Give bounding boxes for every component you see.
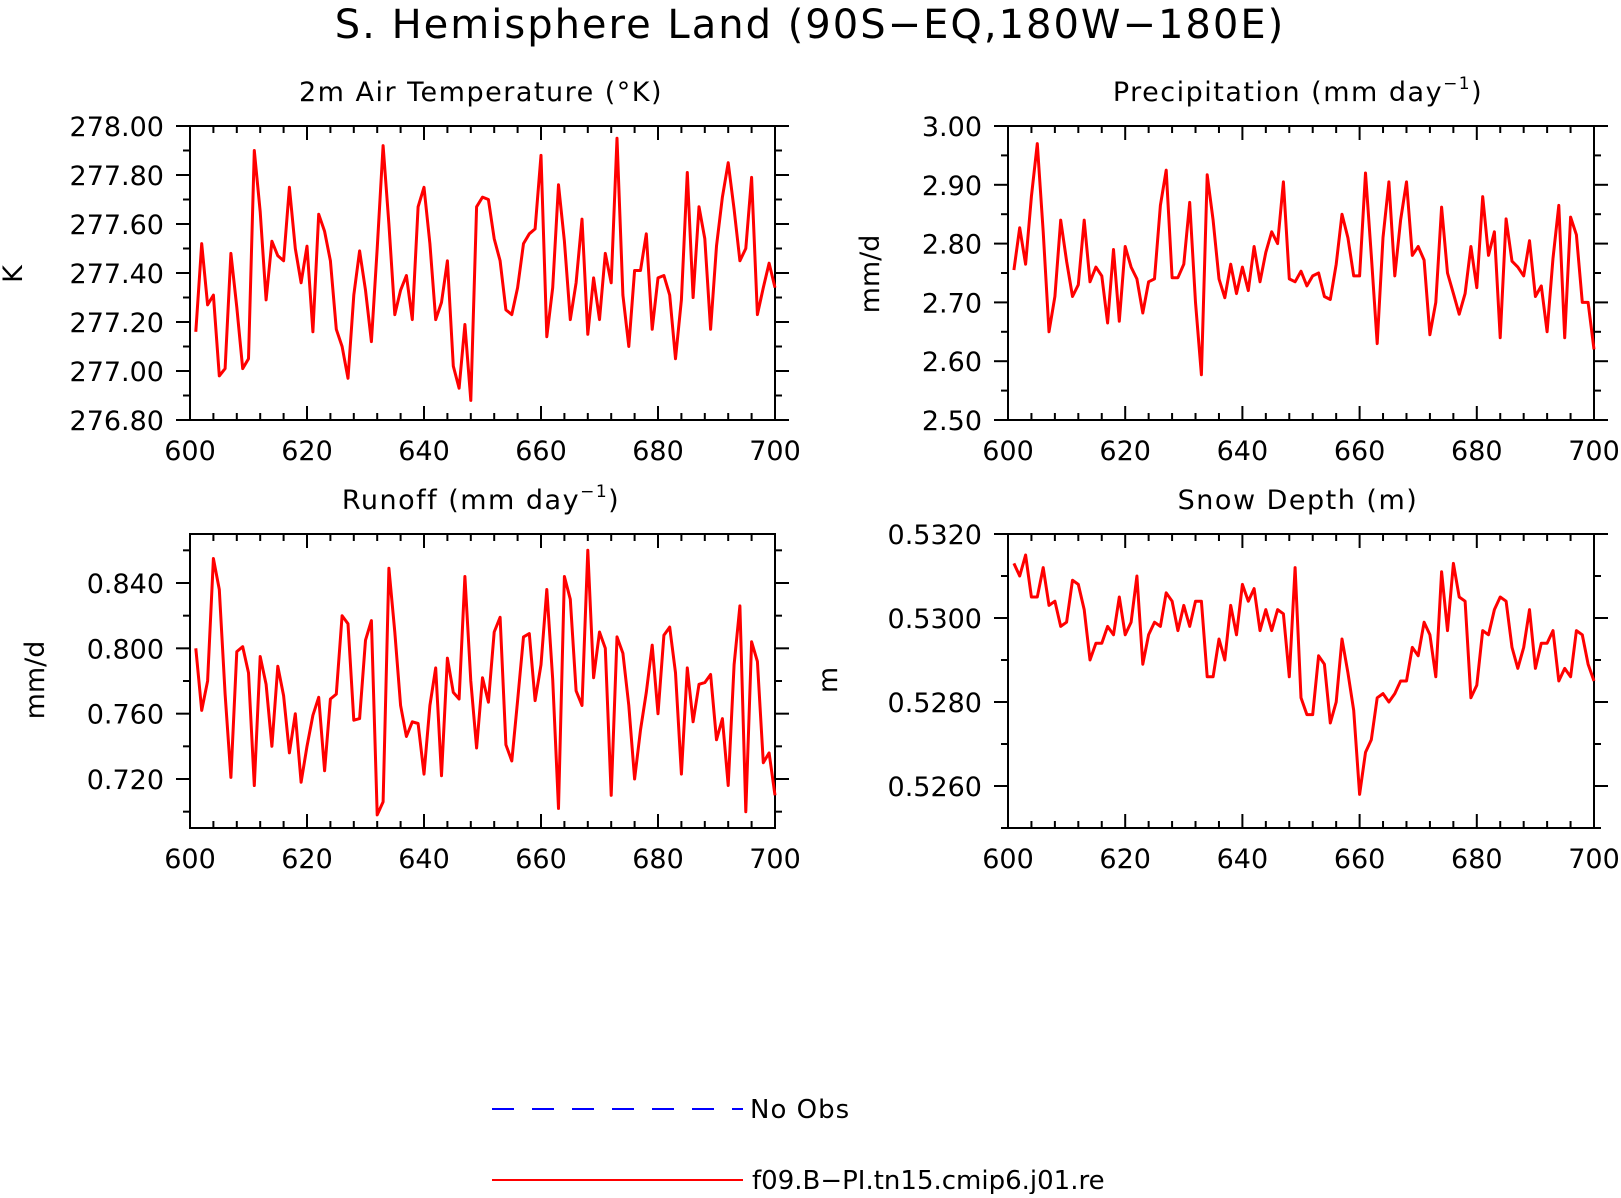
ylabel-snow-depth: m [813,667,844,693]
y-tick-label-snow-depth: 0.5320 [888,520,982,551]
y-tick-label-air-temperature: 278.00 [70,112,164,143]
ylabel-air-temperature: K [0,264,29,283]
series-line-precipitation [1012,142,1596,377]
y-tick-label-precipitation: 3.00 [922,112,982,143]
x-tick-label-runoff: 600 [164,844,216,875]
panel-air-temperature: 2m Air Temperature (°K) K 600 620 640 660 68… [0,77,801,467]
y-tick-label-runoff: 0.720 [87,765,164,796]
x-tick-label-precipitation: 700 [1568,436,1620,467]
x-tick-label-air-temperature: 700 [749,436,801,467]
x-tick-label-air-temperature: 660 [515,436,567,467]
legend: No Obs f09.B−PI.tn15.cmip6.j01.re [492,1095,1105,1196]
y-tick-label-air-temperature: 277.60 [70,210,164,241]
y-tick-label-air-temperature: 277.00 [70,357,164,388]
panel-title-runoff-main: Runoff (mm day [342,485,580,516]
x-tick-label-runoff: 700 [749,844,801,875]
x-tick-label-air-temperature: 600 [164,436,216,467]
x-tick-label-snow-depth: 680 [1451,844,1503,875]
x-tick-label-snow-depth: 640 [1217,844,1269,875]
y-tick-label-runoff: 0.760 [87,700,164,731]
ylabel-precipitation: mm/d [855,235,886,314]
panel-title-precipitation: Precipitation (mm day−1) [1113,74,1483,108]
panel-runoff: Runoff (mm day−1) mm/d 600 620 640 660 680 70… [20,482,801,875]
panel-title-precipitation-close: ) [1471,77,1483,108]
panel-title-runoff-exponent: −1 [580,482,608,502]
y-tick-label-air-temperature: 277.20 [70,308,164,339]
y-tick-label-air-temperature: 277.40 [70,259,164,290]
y-tick-label-snow-depth: 0.5260 [888,772,982,803]
legend-label-model: f09.B−PI.tn15.cmip6.j01.re [752,1166,1105,1194]
plot-frame-air-temperature [189,125,776,421]
x-tick-label-precipitation: 660 [1334,436,1386,467]
panel-title-runoff-close: ) [608,485,620,516]
x-tick-label-precipitation: 640 [1217,436,1269,467]
series-line-runoff [194,548,777,817]
series-line-snow-depth [1012,553,1596,796]
x-tick-label-runoff: 640 [398,844,450,875]
x-tick-label-air-temperature: 640 [398,436,450,467]
x-tick-label-snow-depth: 660 [1334,844,1386,875]
y-tick-label-precipitation: 2.50 [922,406,982,437]
y-tick-label-precipitation: 2.70 [922,288,982,319]
y-tick-label-snow-depth: 0.5300 [888,604,982,635]
y-tick-label-runoff: 0.800 [87,634,164,665]
x-tick-label-snow-depth: 700 [1568,844,1620,875]
panel-title-precipitation-exponent: −1 [1443,74,1471,94]
panel-title-runoff: Runoff (mm day−1) [342,482,620,516]
y-tick-label-air-temperature: 277.80 [70,161,164,192]
y-tick-label-precipitation: 2.90 [922,171,982,202]
panel-title-air-temperature: 2m Air Temperature (°K) [299,77,663,108]
y-tick-label-precipitation: 2.60 [922,347,982,378]
x-tick-label-precipitation: 620 [1099,436,1151,467]
panel-precipitation: Precipitation (mm day−1) mm/d 600 620 640 6… [855,74,1620,467]
ylabel-runoff: mm/d [20,641,51,720]
x-tick-label-runoff: 620 [281,844,333,875]
y-tick-label-precipitation: 2.80 [922,230,982,261]
series-line-air-temperature [194,136,777,402]
y-tick-label-runoff: 0.840 [87,569,164,600]
y-tick-label-snow-depth: 0.5280 [888,688,982,719]
legend-label-no-obs: No Obs [750,1095,850,1125]
x-tick-label-air-temperature: 620 [281,436,333,467]
x-tick-label-precipitation: 680 [1451,436,1503,467]
x-tick-label-precipitation: 600 [982,436,1034,467]
x-tick-label-runoff: 660 [515,844,567,875]
panel-title-snow-depth: Snow Depth (m) [1178,485,1419,516]
figure-title: S. Hemisphere Land (90S−EQ,180W−180E) [335,2,1285,48]
x-tick-label-runoff: 680 [632,844,684,875]
y-tick-label-air-temperature: 276.80 [70,406,164,437]
panel-title-precipitation-main: Precipitation (mm day [1113,77,1443,108]
panel-snow-depth: Snow Depth (m) m 600 620 640 660 680 700 0.526… [813,485,1620,875]
x-tick-label-snow-depth: 620 [1099,844,1151,875]
x-tick-label-air-temperature: 680 [632,436,684,467]
x-tick-label-snow-depth: 600 [982,844,1034,875]
